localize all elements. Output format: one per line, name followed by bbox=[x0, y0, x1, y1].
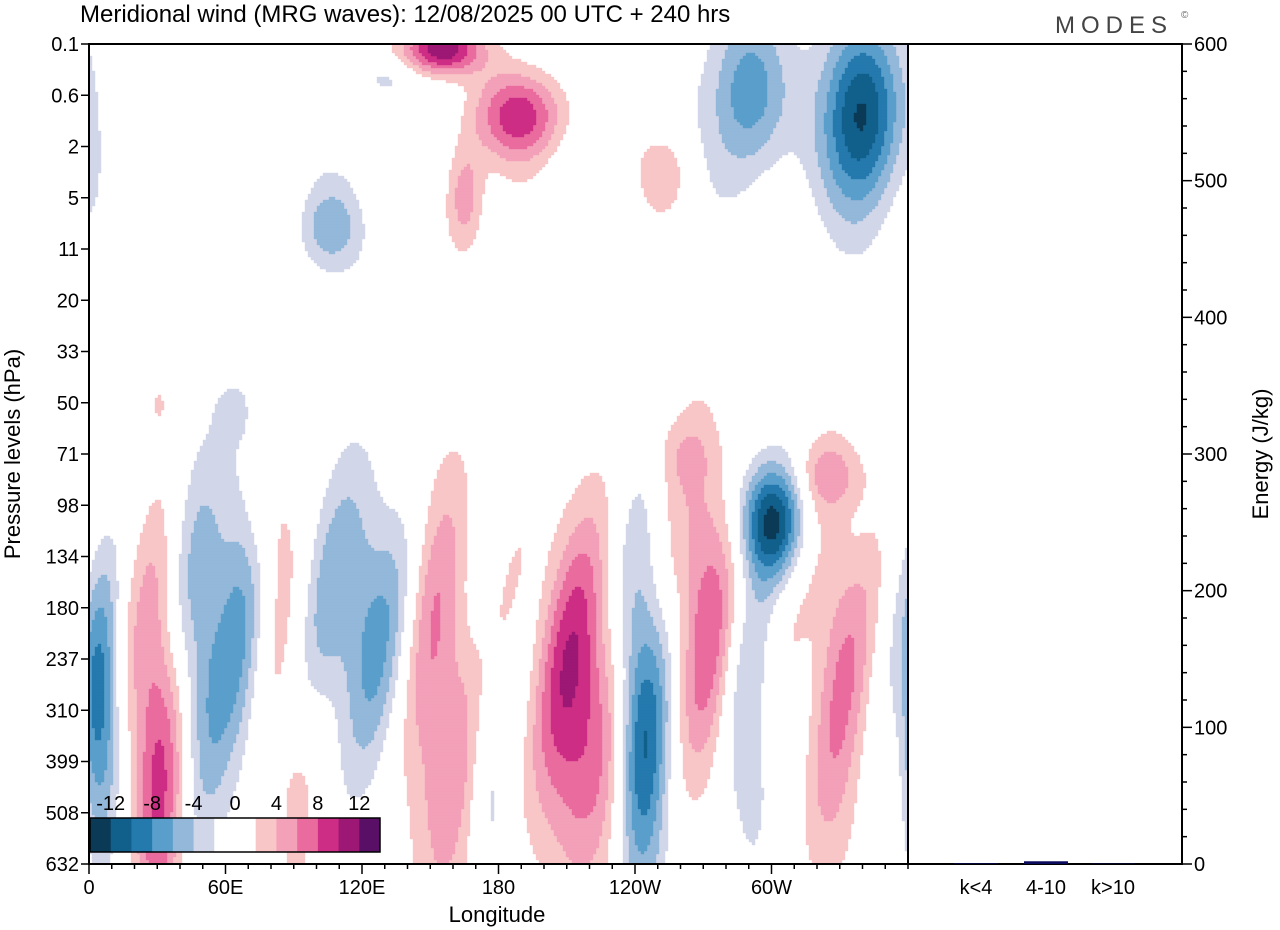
y-tick-label: 632 bbox=[46, 854, 79, 876]
contour-band-13 bbox=[427, 44, 579, 708]
y-tick-label: 2 bbox=[68, 137, 79, 159]
colorbar-swatch bbox=[214, 818, 236, 852]
colorbar-tick-label: -8 bbox=[143, 793, 161, 815]
colorbar-tick-label: 12 bbox=[348, 793, 370, 815]
brand-logo: MODES © bbox=[1055, 10, 1189, 39]
y-tick-label: 508 bbox=[46, 803, 79, 825]
brand-copyright-mark: © bbox=[1181, 10, 1189, 21]
energy-panel-frame bbox=[907, 43, 1183, 865]
colorbar-swatch bbox=[131, 818, 153, 852]
colorbar-tick-label: -12 bbox=[96, 793, 125, 815]
energy-bar-k<4 bbox=[954, 863, 998, 864]
colorbar-swatch bbox=[235, 818, 257, 852]
colorbar-swatch bbox=[193, 818, 215, 852]
colorbar-swatch bbox=[110, 818, 132, 852]
colorbar-swatch bbox=[359, 818, 381, 852]
colorbar-tick-label: 0 bbox=[229, 793, 240, 815]
y-tick-label: 20 bbox=[57, 290, 79, 312]
colorbar-swatch bbox=[317, 818, 340, 852]
energy-tick-label: 300 bbox=[1194, 444, 1227, 466]
y-tick-label: 33 bbox=[57, 342, 79, 364]
x-tick-label: 120W bbox=[609, 877, 661, 899]
energy-tick-label: 0 bbox=[1194, 854, 1205, 876]
chart-title: Meridional wind (MRG waves): 12/08/2025 … bbox=[80, 1, 730, 28]
x-tick-label: 60E bbox=[208, 877, 244, 899]
colorbar-frame bbox=[89, 817, 381, 853]
energy-tick-label: 200 bbox=[1194, 581, 1227, 603]
y-tick-label: 50 bbox=[57, 393, 79, 415]
energy-category-label: 4-10 bbox=[1026, 877, 1066, 899]
brand-wordmark: MODES bbox=[1055, 12, 1173, 39]
heatmap-field bbox=[89, 44, 908, 864]
energy-bar-chart: k<4 4-10 k>10 bbox=[954, 861, 1135, 899]
pressure-axis: 0.1 0.6 2 5 11 20 33 50 71 98 134 180 237 310 399 508 63… bbox=[46, 34, 89, 876]
energy-bar-4-10 bbox=[1024, 861, 1068, 864]
colorbar-swatch bbox=[152, 818, 174, 852]
y-axis-label: Pressure levels (hPa) bbox=[0, 349, 25, 559]
colorbar-swatch bbox=[338, 818, 360, 852]
y-tick-label: 310 bbox=[46, 700, 79, 722]
colorbar-swatch bbox=[172, 818, 195, 852]
y-tick-label: 134 bbox=[46, 547, 79, 569]
y-tick-label: 71 bbox=[57, 444, 79, 466]
y-tick-label: 5 bbox=[68, 188, 79, 210]
colorbar-swatch bbox=[276, 818, 298, 852]
energy-category-label: k>10 bbox=[1091, 877, 1135, 899]
colorbar-swatch bbox=[255, 818, 277, 852]
x-tick-label: 60W bbox=[751, 877, 792, 899]
y-tick-label: 0.1 bbox=[51, 34, 79, 56]
colorbar-tick-label: 8 bbox=[312, 793, 323, 815]
longitude-axis: 0 60E 120E 180 120W 60W bbox=[83, 864, 909, 899]
x-axis-label: Longitude bbox=[449, 902, 546, 927]
y-tick-label: 11 bbox=[58, 239, 79, 261]
x-tick-label: 180 bbox=[482, 877, 515, 899]
colorbar-swatch bbox=[90, 818, 112, 852]
energy-axis-label: Energy (J/kg) bbox=[1248, 389, 1273, 520]
energy-tick-label: 400 bbox=[1194, 307, 1227, 329]
energy-category-label: k<4 bbox=[960, 877, 993, 899]
colorbar-swatch bbox=[297, 818, 319, 852]
y-tick-label: 180 bbox=[46, 598, 79, 620]
y-tick-label: 237 bbox=[46, 649, 79, 671]
energy-axis: 0 100 200 300 400 500 600 bbox=[1182, 34, 1227, 876]
colorbar: -12 -8 -4 0 4 8 12 bbox=[89, 793, 381, 853]
y-tick-label: 399 bbox=[46, 752, 79, 774]
x-tick-label: 120E bbox=[339, 877, 386, 899]
energy-tick-label: 100 bbox=[1194, 717, 1227, 739]
contour-band-1 bbox=[763, 103, 867, 540]
y-tick-label: 98 bbox=[57, 495, 79, 517]
energy-tick-label: 500 bbox=[1194, 171, 1227, 193]
x-tick-label: 0 bbox=[83, 877, 94, 899]
energy-tick-label: 600 bbox=[1194, 34, 1227, 56]
colorbar-tick-label: 4 bbox=[271, 793, 282, 815]
colorbar-tick-label: -4 bbox=[185, 793, 203, 815]
y-tick-label: 0.6 bbox=[51, 85, 79, 107]
